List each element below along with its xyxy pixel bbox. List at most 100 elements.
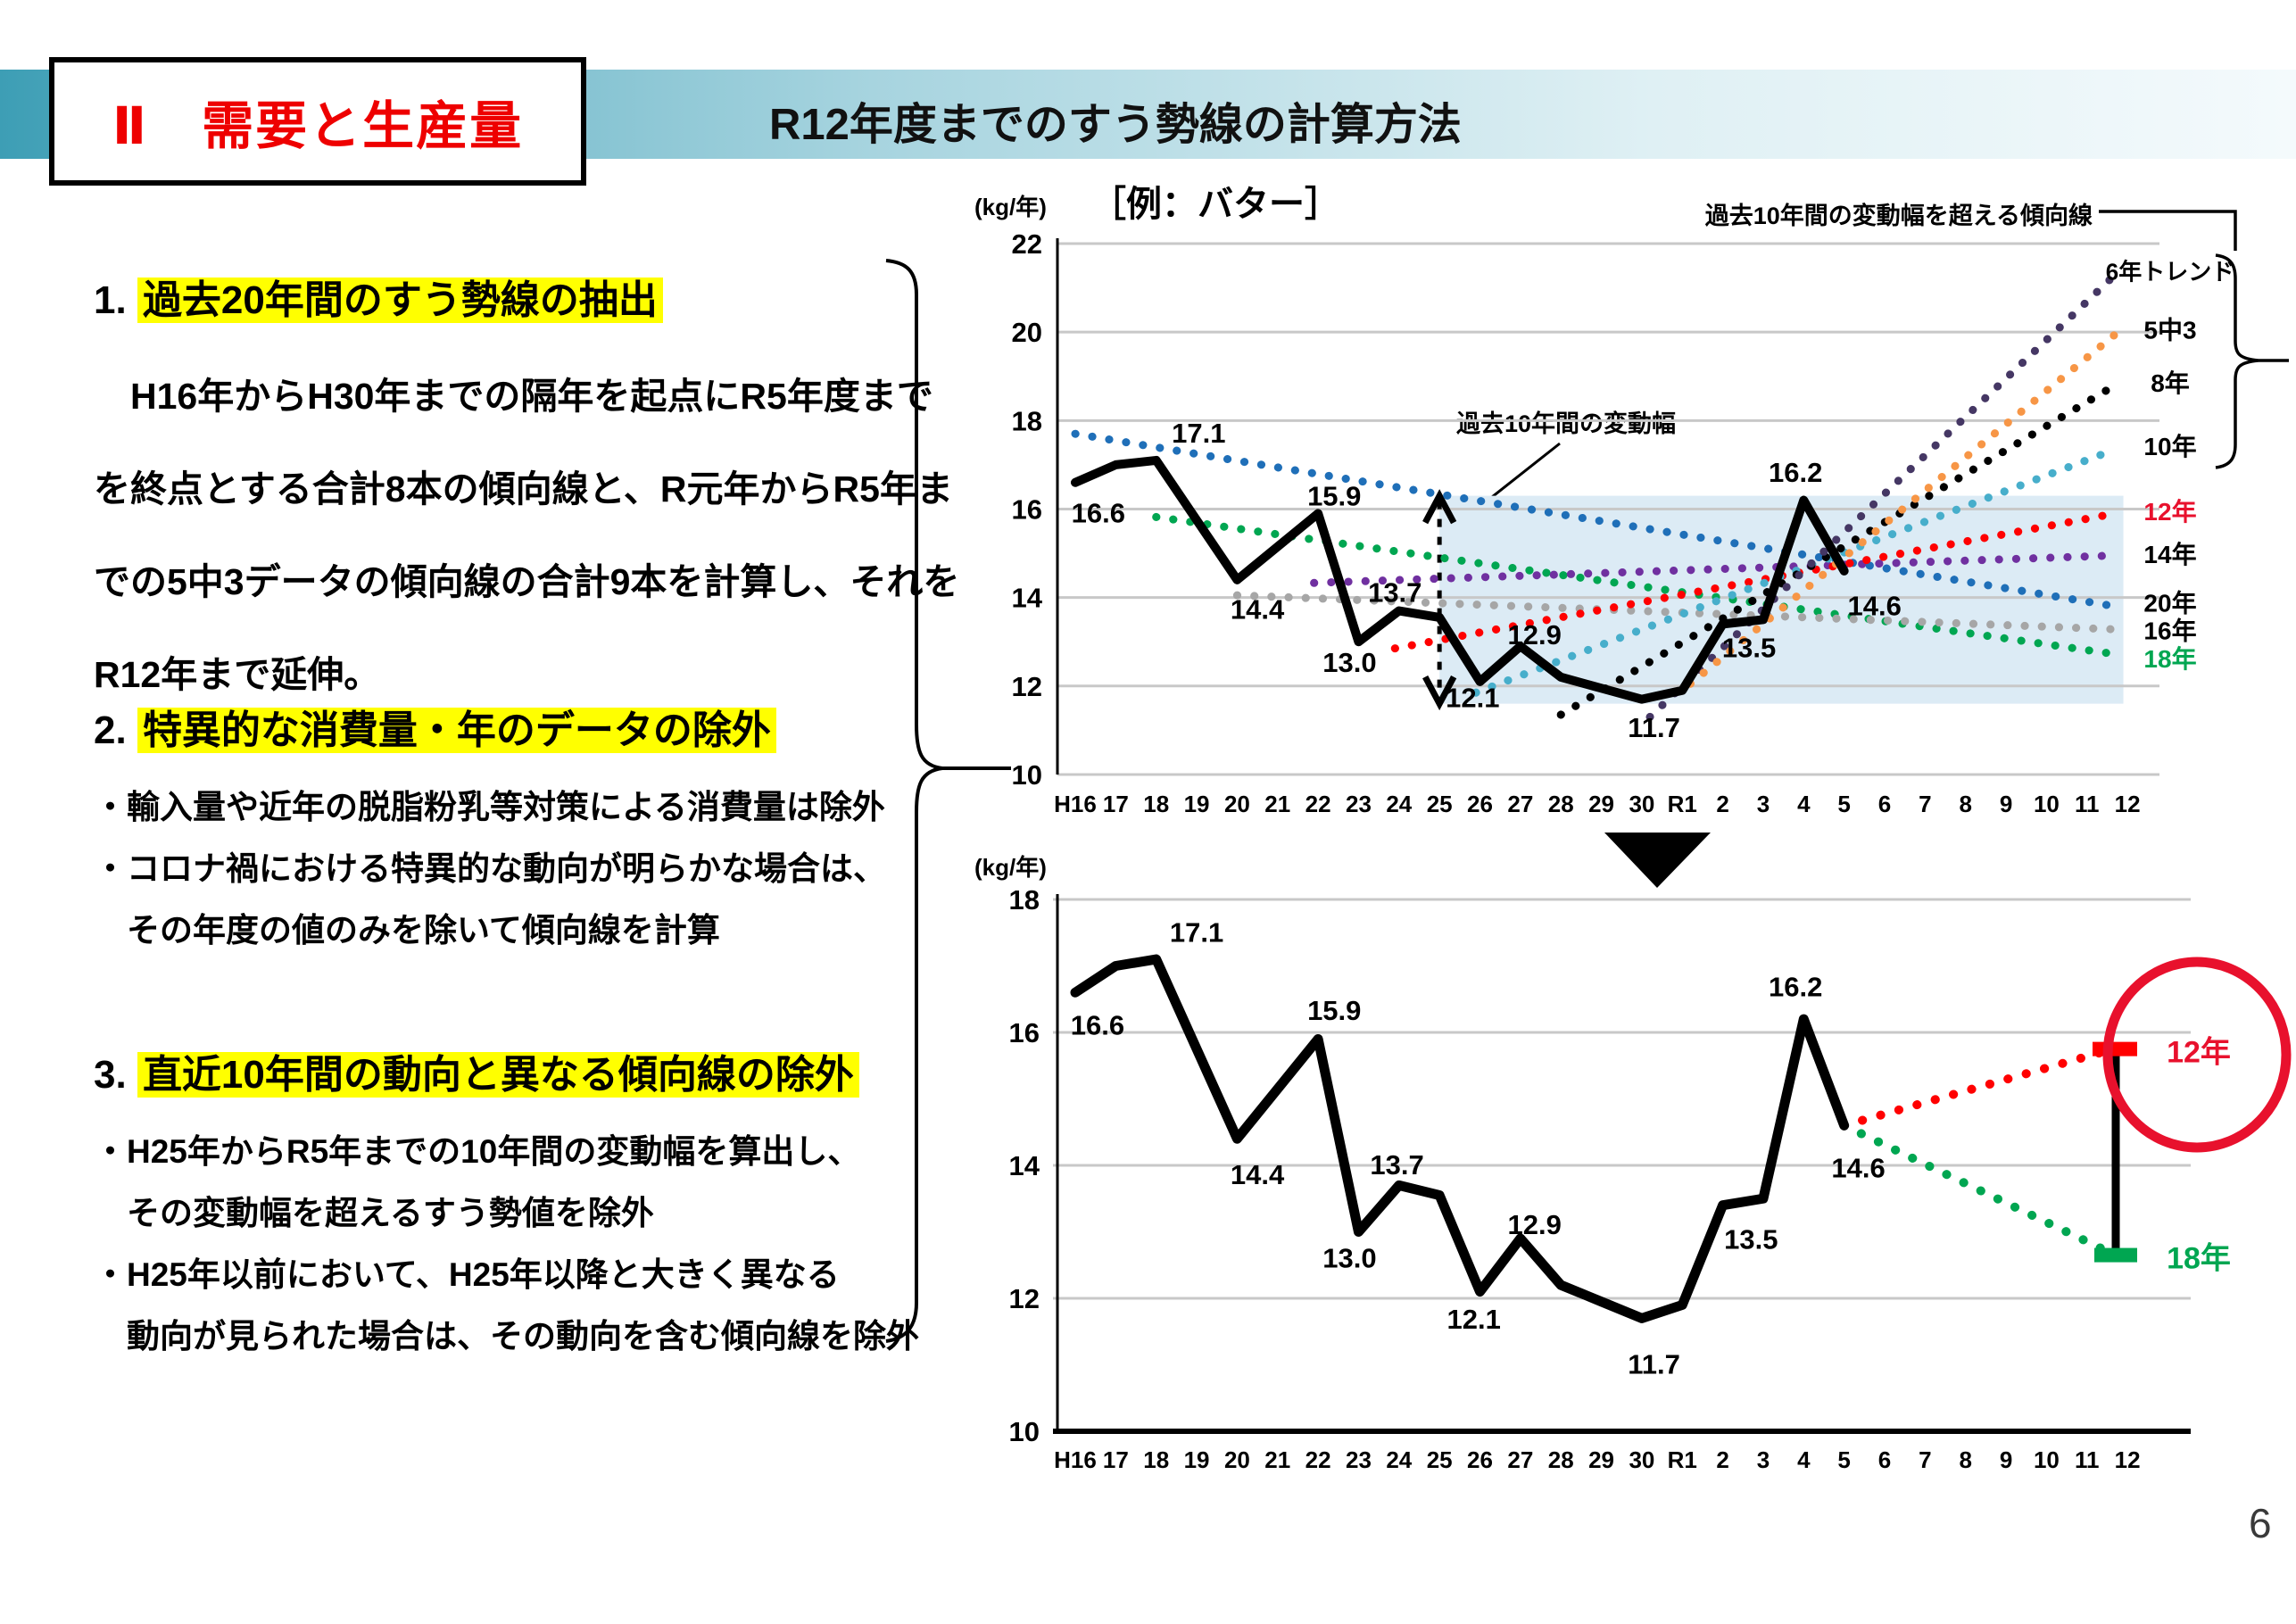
y-tick-label: 20	[1012, 317, 1042, 348]
x-tick-label: 23	[1346, 1446, 1372, 1473]
x-tick-label: 5	[1837, 1446, 1850, 1473]
data-label: 13.7	[1370, 1149, 1423, 1181]
x-tick-label: 3	[1757, 791, 1770, 817]
y-tick-label: 14	[1012, 583, 1043, 614]
data-label: 11.7	[1628, 1349, 1680, 1380]
x-tick-label: 29	[1588, 1446, 1614, 1473]
x-tick-label: 30	[1629, 791, 1654, 817]
data-label: 11.7	[1628, 712, 1680, 743]
x-tick-label: 5	[1837, 791, 1850, 817]
x-tick-label: 7	[1919, 1446, 1931, 1473]
data-label: 14.6	[1831, 1153, 1885, 1184]
variation-band	[1439, 496, 2123, 704]
data-label: 15.9	[1307, 995, 1361, 1026]
data-label: 17.1	[1172, 418, 1225, 449]
trend-label-12年: 12年	[2143, 497, 2196, 526]
trend-label-6年トレンド: 6年トレンド	[2106, 259, 2234, 286]
y-tick-label: 16	[1012, 493, 1042, 525]
trend-label-5中3: 5中3	[2143, 317, 2196, 344]
y-tick-label: 12	[1009, 1283, 1040, 1314]
y-tick-label: 18	[1012, 405, 1042, 436]
slide: Ⅱ 需要と生産量 R12年度までのすう勢線の計算方法 1. 過去20年間のすう勢…	[0, 0, 2296, 1624]
x-tick-label: 9	[2000, 1446, 2012, 1473]
projection-end-12	[2093, 1042, 2137, 1056]
x-tick-label: 4	[1797, 791, 1811, 817]
data-label: 16.2	[1769, 457, 1822, 488]
x-tick-label: 12	[2115, 1446, 2141, 1473]
x-tick-label: 25	[1427, 1446, 1453, 1473]
x-tick-label: 6	[1878, 1446, 1891, 1473]
x-tick-label: 8	[1959, 791, 1971, 817]
x-tick-label: 18	[1143, 1446, 1169, 1473]
x-tick-label: R1	[1668, 1446, 1697, 1473]
x-tick-label: 9	[2000, 791, 2012, 817]
x-tick-label: 11	[2075, 791, 2100, 817]
excluded-trends-brace	[2216, 255, 2259, 468]
data-label: 12.1	[1447, 1304, 1501, 1335]
x-tick-label: 21	[1264, 791, 1290, 817]
x-tick-label: 17	[1103, 1446, 1129, 1473]
x-tick-label: 26	[1467, 1446, 1493, 1473]
x-tick-label: 19	[1184, 1446, 1210, 1473]
x-tick-label: 23	[1346, 791, 1372, 817]
data-label: 14.4	[1231, 594, 1285, 626]
x-tick-label: 10	[2034, 1446, 2060, 1473]
x-tick-label: 6	[1878, 791, 1891, 817]
x-tick-label: 21	[1264, 1446, 1290, 1473]
data-label: 14.6	[1847, 591, 1901, 622]
data-label: 12.9	[1508, 1209, 1562, 1240]
x-tick-label: 27	[1507, 791, 1533, 817]
data-label: 13.0	[1322, 647, 1376, 678]
y-tick-label: 22	[1012, 228, 1042, 260]
trend-label-18年: 18年	[2143, 644, 2196, 673]
x-tick-label: H16	[1054, 1446, 1097, 1473]
trend-label-16年: 16年	[2143, 616, 2196, 644]
projection-line-12年	[1844, 1049, 2114, 1126]
x-tick-label: 12	[2115, 791, 2141, 817]
trend-label-10年: 10年	[2143, 432, 2196, 460]
trend-label-20年: 20年	[2143, 589, 2196, 617]
x-tick-label: 22	[1305, 791, 1331, 817]
x-tick-label: 29	[1588, 791, 1614, 817]
x-tick-label: H16	[1054, 791, 1097, 817]
projection-end-18	[2094, 1248, 2137, 1263]
x-tick-label: 11	[2075, 1446, 2100, 1473]
down-arrow-icon	[1604, 833, 1711, 888]
x-tick-label: 4	[1797, 1446, 1811, 1473]
projection-label-18: 18年	[2167, 1241, 2231, 1275]
trend-label-14年: 14年	[2143, 540, 2196, 568]
projection-line-18年	[1844, 1125, 2116, 1255]
data-label: 13.5	[1724, 1223, 1778, 1255]
data-label: 16.6	[1071, 1010, 1124, 1041]
x-tick-label: 3	[1757, 1446, 1770, 1473]
steps-brace	[886, 261, 942, 1341]
projection-label-12: 12年	[2167, 1035, 2231, 1069]
data-label: 13.0	[1322, 1242, 1376, 1273]
data-label: 17.1	[1170, 916, 1223, 948]
x-tick-label: 19	[1184, 791, 1210, 817]
x-tick-label: 2	[1716, 1446, 1728, 1473]
x-tick-label: 10	[2034, 791, 2060, 817]
x-tick-label: 7	[1919, 791, 1931, 817]
actual-line	[1075, 959, 1844, 1318]
x-tick-label: 24	[1386, 1446, 1412, 1473]
data-label: 14.4	[1231, 1159, 1285, 1190]
y-tick-label: 18	[1009, 884, 1040, 916]
trend-label-8年: 8年	[2151, 369, 2190, 397]
data-label: 16.2	[1769, 971, 1822, 1002]
x-tick-label: 26	[1467, 791, 1493, 817]
x-tick-label: 28	[1548, 1446, 1574, 1473]
data-label: 13.5	[1722, 633, 1776, 664]
x-tick-label: 28	[1548, 791, 1574, 817]
charts-layer: 22201816141210H1617181920212223242526272…	[0, 0, 2296, 1624]
data-label: 12.9	[1508, 619, 1562, 650]
x-tick-label: 20	[1224, 791, 1250, 817]
y-tick-label: 10	[1009, 1416, 1040, 1447]
x-tick-label: 27	[1507, 1446, 1533, 1473]
x-tick-label: 30	[1629, 1446, 1654, 1473]
x-tick-label: 25	[1427, 791, 1453, 817]
y-tick-label: 14	[1009, 1150, 1040, 1181]
x-tick-label: 20	[1224, 1446, 1250, 1473]
x-tick-label: 24	[1386, 791, 1412, 817]
data-label: 12.1	[1446, 683, 1499, 714]
